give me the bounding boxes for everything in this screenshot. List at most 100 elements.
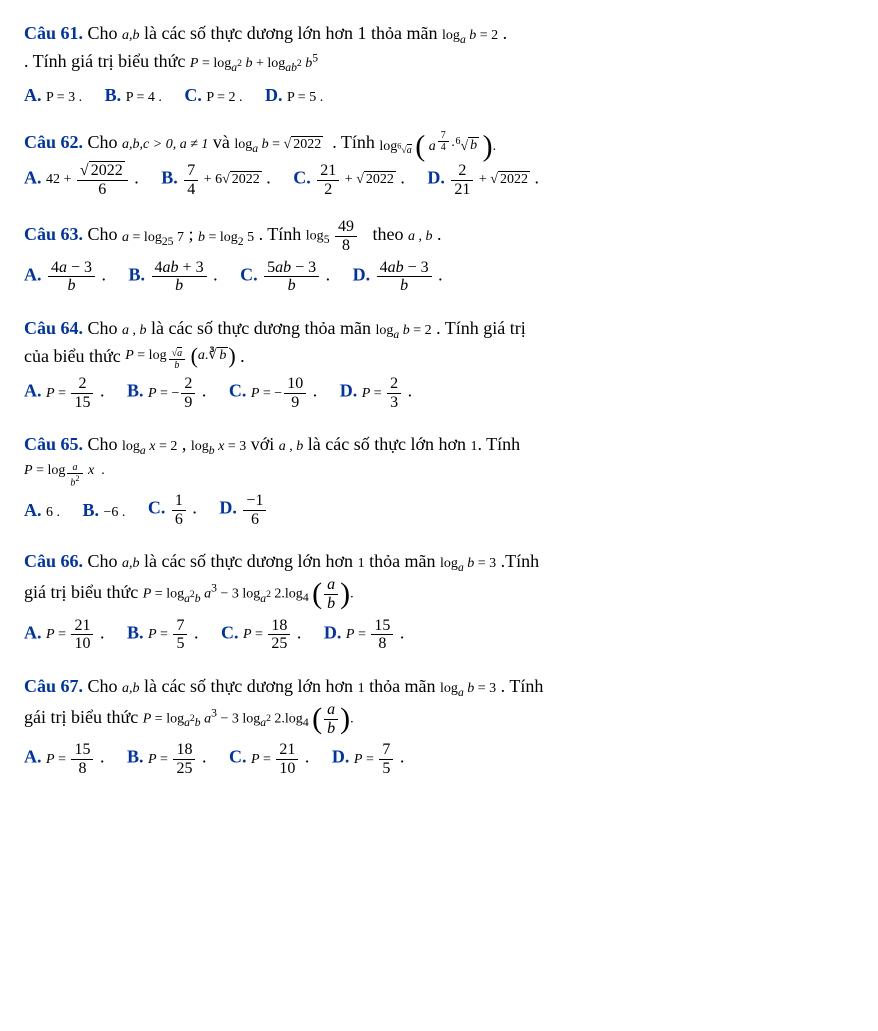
question-label: Câu 65.: [24, 434, 83, 454]
option-label: D.: [265, 85, 283, 105]
options: A. 6 . B. −6 . C. 16 . D. −16: [24, 492, 854, 528]
option-label: C.: [221, 622, 239, 642]
option-value: 4ab − 3b: [375, 269, 434, 284]
expression: P = loga2b a3 − 3 loga2 2.log4 (ab).: [143, 576, 354, 612]
option-label: B.: [127, 622, 144, 642]
option-label: C.: [229, 747, 247, 767]
option-label: A.: [24, 500, 42, 520]
option-b: B. P = 4 .: [105, 82, 162, 109]
cond1: loga x = 2: [122, 439, 177, 454]
text: Cho: [88, 318, 123, 338]
expression: P = loga2b a3 − 3 loga2 2.log4 (ab).: [143, 701, 354, 737]
option-label: A.: [24, 264, 42, 284]
option-value: 5ab − 3b: [262, 269, 321, 284]
option-c: C. P = −109 .: [229, 375, 317, 411]
option-d: D. 221 + √2022 .: [427, 162, 539, 198]
option-value: 74 + 6√2022: [182, 172, 262, 187]
option-value: P = 2110: [46, 627, 95, 642]
option-value: −16: [241, 502, 268, 517]
option-b: B. −6 .: [83, 497, 126, 524]
text: theo: [368, 225, 408, 245]
option-c: C. P = 2110 .: [229, 741, 309, 777]
text: với: [251, 434, 279, 454]
option-value: P = 158: [346, 627, 395, 642]
option-value: P = 1825: [243, 627, 292, 642]
option-a: A. 4a − 3b .: [24, 259, 106, 295]
option-label: B.: [127, 381, 144, 401]
option-label: A.: [24, 85, 42, 105]
question-61: Câu 61. Cho a,b là các số thực dương lớn…: [24, 20, 854, 109]
option-label: A.: [24, 381, 42, 401]
option-d: D. P = 75 .: [332, 741, 404, 777]
target: log5 498: [306, 218, 359, 254]
option-value: P = −109: [251, 386, 308, 401]
one: 1: [358, 556, 365, 571]
option-d: D. −16: [219, 492, 268, 528]
a-def: a = log25 7: [122, 230, 184, 245]
text: là các số thực dương lớn hơn: [144, 551, 358, 571]
option-value: P = 75: [148, 627, 189, 642]
variables: a,b,c > 0, a ≠ 1: [122, 137, 208, 152]
question-66: Câu 66. Cho a,b là các số thực dương lớn…: [24, 548, 854, 653]
option-label: A.: [24, 622, 42, 642]
question-label: Câu 62.: [24, 132, 83, 152]
text: là các số thực dương thỏa mãn: [151, 318, 375, 338]
option-c: C. P = 1825 .: [221, 617, 301, 653]
option-value: −6 .: [104, 505, 126, 520]
option-b: B. 4ab + 3b .: [129, 259, 218, 295]
variables: a,b: [122, 556, 140, 571]
option-label: A.: [24, 167, 42, 187]
option-d: D. 4ab − 3b .: [353, 259, 443, 295]
question-label: Câu 66.: [24, 551, 83, 571]
options: A. P = 158 . B. P = 1825 . C. P = 2110 .…: [24, 741, 854, 777]
option-d: D. P = 158 .: [324, 617, 404, 653]
var-a: a: [279, 439, 286, 454]
var-b: b: [296, 439, 303, 454]
var-a: a: [408, 230, 415, 245]
text: Cho: [88, 676, 123, 696]
option-c: C. P = 2 .: [184, 82, 242, 109]
question-line2: . Tính giá trị biểu thức P = loga2 b + l…: [24, 48, 854, 76]
option-b: B. P = 75 .: [127, 617, 198, 653]
option-value: P = 215: [46, 386, 95, 401]
expression: P = loga2 b + logab2 b5: [190, 56, 318, 71]
option-label: B.: [127, 747, 144, 767]
option-label: D.: [340, 381, 358, 401]
text: là các số thực lớn hơn: [308, 434, 471, 454]
text: . Tính: [478, 434, 521, 454]
option-b: B. P = −29 .: [127, 375, 206, 411]
options: A. P = 2110 . B. P = 75 . C. P = 1825 . …: [24, 617, 854, 653]
option-label: D.: [353, 264, 371, 284]
var-b: b: [140, 323, 147, 338]
option-d: D. P = 5 .: [265, 82, 323, 109]
expression: P = log√ab (a.∛b): [125, 345, 235, 372]
option-value: 42 + √20226: [46, 172, 130, 187]
option-value: P = −29: [148, 386, 197, 401]
one: 1: [358, 681, 365, 696]
option-value: P = 4 .: [126, 90, 162, 105]
text: là các số thực dương lớn hơn 1 thỏa mãn: [140, 23, 443, 43]
condition: loga b = 3: [440, 681, 496, 696]
option-b: B. 74 + 6√2022 .: [161, 162, 271, 198]
option-value: P = 2110: [251, 752, 300, 767]
option-value: P = 5 .: [287, 90, 323, 105]
variables: a,b: [122, 681, 140, 696]
option-c: C. 212 + √2022 .: [293, 162, 405, 198]
text: thỏa mãn: [365, 551, 440, 571]
option-label: C.: [184, 85, 202, 105]
option-label: D.: [219, 497, 237, 517]
option-label: D.: [324, 622, 342, 642]
text: . Tính: [259, 225, 306, 245]
option-label: C.: [240, 264, 258, 284]
option-value: P = 75: [354, 752, 395, 767]
text: thỏa mãn: [365, 676, 440, 696]
option-label: B.: [129, 264, 146, 284]
question-label: Câu 61.: [24, 23, 83, 43]
expression: log6√a ( a74·6√b ).: [379, 130, 496, 159]
option-value: 4a − 3b: [46, 269, 97, 284]
option-value: P = 158: [46, 752, 95, 767]
option-label: D.: [427, 167, 445, 187]
question-label: Câu 64.: [24, 318, 83, 338]
option-label: A.: [24, 747, 42, 767]
option-a: A. P = 3 .: [24, 82, 82, 109]
